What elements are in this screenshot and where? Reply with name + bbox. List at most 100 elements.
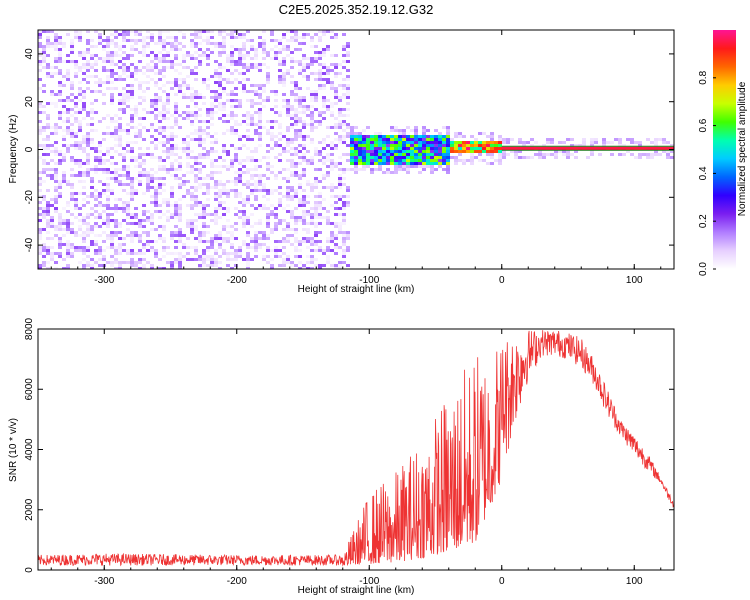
spectrogram-cell xyxy=(218,183,222,186)
spectrogram-cell xyxy=(446,165,450,168)
spectrogram-cell xyxy=(178,228,182,231)
spectrogram-cell xyxy=(470,147,474,150)
spectrogram-cell xyxy=(54,57,58,60)
spectrogram-cell xyxy=(94,216,98,219)
spectrogram-cell xyxy=(414,147,418,150)
spectrogram-cell xyxy=(234,147,238,150)
spectrogram-cell xyxy=(530,138,534,141)
spectrogram-cell xyxy=(58,42,62,45)
spectrogram-cell xyxy=(106,39,110,42)
spectrogram-cell xyxy=(158,69,162,72)
spectrogram-cell xyxy=(230,90,234,93)
spectrogram-cell xyxy=(218,207,222,210)
spectrogram-cell xyxy=(286,72,290,75)
spectrogram-cell xyxy=(62,99,66,102)
spectrogram-cell xyxy=(262,90,266,93)
spectrogram-cell xyxy=(62,159,66,162)
spectrogram-cell xyxy=(154,195,158,198)
spectrogram-cell xyxy=(394,162,398,165)
spectrogram-cell xyxy=(274,222,278,225)
spectrogram-cell xyxy=(178,183,182,186)
spectrogram-cell xyxy=(134,231,138,234)
spectrogram-cell xyxy=(170,195,174,198)
spectrogram-cell xyxy=(62,84,66,87)
spectrogram-cell xyxy=(234,30,238,33)
spectrogram-cell xyxy=(602,144,606,147)
spectrogram-cell xyxy=(154,228,158,231)
spectrogram-cell xyxy=(286,210,290,213)
spectrogram-cell xyxy=(166,66,170,69)
spectrogram-cell xyxy=(318,57,322,60)
spectrogram-cell xyxy=(58,72,62,75)
spectrogram-cell xyxy=(410,147,414,150)
spectrogram-cell xyxy=(82,138,86,141)
spectrogram-cell xyxy=(194,96,198,99)
spectrogram-cell xyxy=(178,237,182,240)
spectrogram-cell xyxy=(82,54,86,57)
spectrogram-cell xyxy=(250,63,254,66)
spectrogram-cell xyxy=(318,213,322,216)
spectrogram-cell xyxy=(422,159,426,162)
spectrogram-cell xyxy=(106,81,110,84)
spectrogram-cell xyxy=(246,264,250,267)
spectrogram-cell xyxy=(102,102,106,105)
spectrogram-cell xyxy=(562,150,566,153)
spectrogram-cell xyxy=(246,30,250,33)
spectrogram-cell xyxy=(310,249,314,252)
spectrogram-cell xyxy=(278,192,282,195)
spectrogram-cell xyxy=(150,135,154,138)
spectrogram-cell xyxy=(118,66,122,69)
spectrogram-cell xyxy=(218,30,222,33)
spectrogram-cell xyxy=(450,141,454,144)
spectrogram-cell xyxy=(110,54,114,57)
spectrogram-cell xyxy=(266,51,270,54)
spectrogram-cell xyxy=(334,75,338,78)
spectrogram-cell xyxy=(266,150,270,153)
spectrogram-cell xyxy=(102,138,106,141)
spectrogram-cell xyxy=(270,48,274,51)
spectrogram-cell xyxy=(62,180,66,183)
spectrogram-cell xyxy=(98,120,102,123)
spectrogram-cell xyxy=(294,123,298,126)
spectrogram-cell xyxy=(426,153,430,156)
spectrogram-cell xyxy=(206,78,210,81)
spectrogram-cell xyxy=(42,228,46,231)
spectrogram-cell xyxy=(126,234,130,237)
spectrogram-cell xyxy=(474,141,478,144)
spectrogram-cell xyxy=(350,144,354,147)
spectrogram-cell xyxy=(222,132,226,135)
spectrogram-cell xyxy=(66,144,70,147)
spectrogram-cell xyxy=(210,111,214,114)
spectrogram-cell xyxy=(150,222,154,225)
spectrogram-cell xyxy=(290,66,294,69)
spectrogram-cell xyxy=(258,222,262,225)
spectrogram-cell xyxy=(106,261,110,264)
spectrogram-cell xyxy=(98,84,102,87)
spectrogram-cell xyxy=(274,246,278,249)
spectrogram-cell xyxy=(222,78,226,81)
spectrogram-cell xyxy=(82,93,86,96)
spectrogram-cell xyxy=(50,159,54,162)
spectrogram-cell xyxy=(234,60,238,63)
spectrogram-cell xyxy=(70,222,74,225)
spectrogram-cell xyxy=(274,57,278,60)
spectrogram-cell xyxy=(46,207,50,210)
spectrogram-cell xyxy=(446,144,450,147)
spectrogram-cell xyxy=(346,51,350,54)
spectrogram-cell xyxy=(134,114,138,117)
spectrogram-cell xyxy=(270,264,274,267)
spectrogram-cell xyxy=(422,129,426,132)
spectrogram-cell xyxy=(170,135,174,138)
spectrogram-cell xyxy=(250,177,254,180)
spectrogram-cell xyxy=(58,162,62,165)
spectrogram-cell xyxy=(426,162,430,165)
spectrogram-cell xyxy=(346,231,350,234)
spectrogram-cell xyxy=(306,135,310,138)
spectrogram-cell xyxy=(406,156,410,159)
spectrogram-cell xyxy=(122,165,126,168)
spectrogram-cell xyxy=(294,117,298,120)
spectrogram-cell xyxy=(262,57,266,60)
spectrogram-cell xyxy=(94,249,98,252)
spectrogram-cell xyxy=(126,141,130,144)
spectrogram-cell xyxy=(146,69,150,72)
